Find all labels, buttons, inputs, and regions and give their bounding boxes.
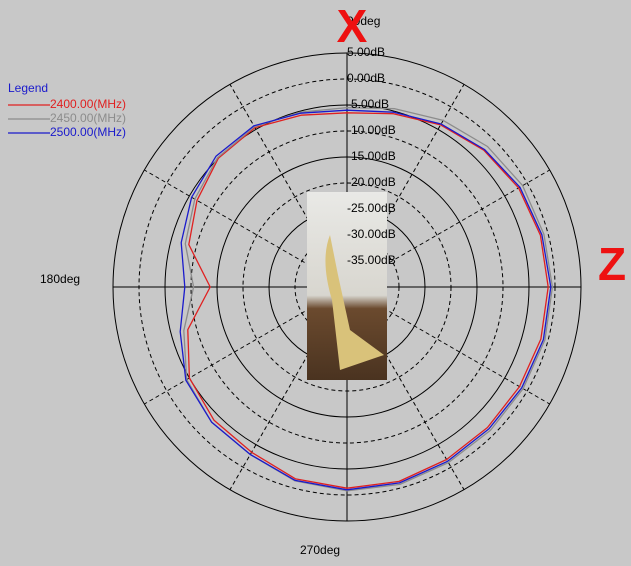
labels: 5.00dB 0.00dB -5.00dB -10.00dB -15.00dB -20.0…	[347, 45, 396, 267]
series-line	[183, 106, 554, 492]
r-tick-label: 0.00dB	[347, 71, 385, 85]
r-tick-label: -10.00dB	[347, 123, 396, 137]
angle-label: 90deg	[347, 14, 380, 28]
photo-antenna	[325, 235, 384, 370]
series-line	[179, 109, 552, 491]
legend-label: 2450.00(MHz)	[50, 111, 126, 125]
r-tick-label: -20.00dB	[347, 175, 396, 189]
r-tick-label: -15.00dB	[347, 149, 396, 163]
r-tick-label: -5.00dB	[347, 97, 389, 111]
r-tick-label: -35.00dB	[347, 253, 396, 267]
r-tick-label: -30.00dB	[347, 227, 396, 241]
curves	[179, 106, 554, 492]
r-tick-label: -25.00dB	[347, 201, 396, 215]
r-tick-label: 5.00dB	[347, 45, 385, 59]
legend-label: 2500.00(MHz)	[50, 125, 126, 139]
series-line	[187, 112, 549, 489]
angle-label: 270deg	[300, 543, 340, 557]
angle-label: 180deg	[40, 272, 80, 286]
annotation: X	[337, 0, 368, 52]
legend-title: Legend	[8, 81, 48, 95]
annotation: Z	[598, 238, 626, 290]
legend-label: 2400.00(MHz)	[50, 97, 126, 111]
